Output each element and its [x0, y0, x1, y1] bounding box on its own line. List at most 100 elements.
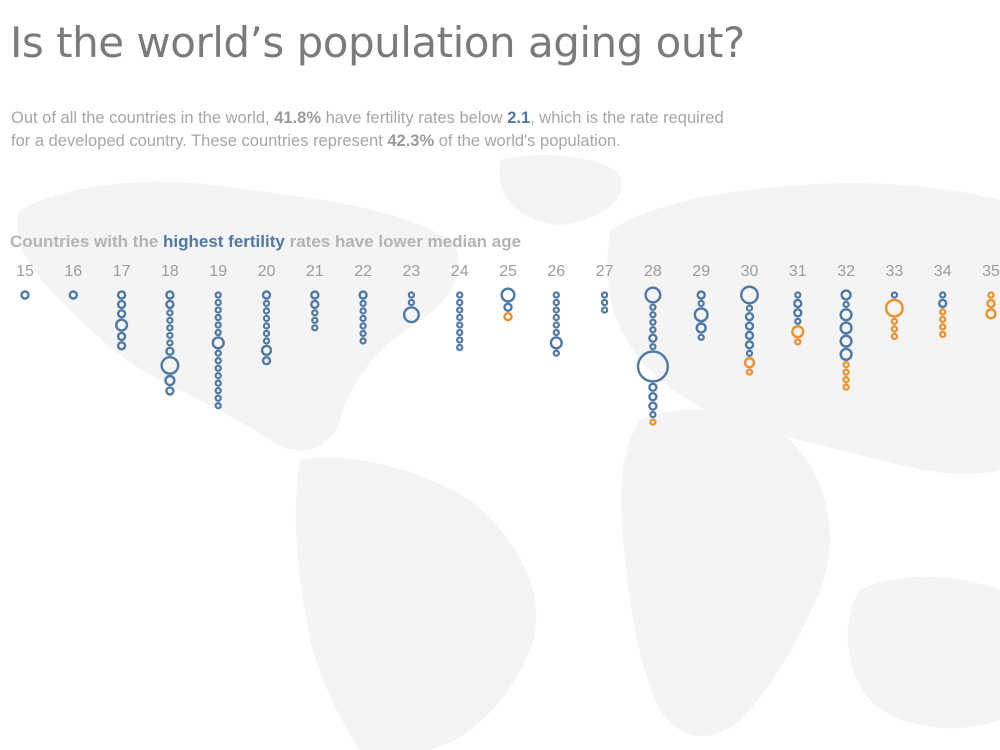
country-dot[interactable]	[793, 298, 803, 309]
country-dot[interactable]	[744, 340, 755, 350]
country-dot[interactable]	[20, 290, 30, 300]
country-dot[interactable]	[260, 344, 273, 357]
country-dot[interactable]	[884, 298, 904, 318]
country-dot[interactable]	[164, 374, 176, 387]
country-dot[interactable]	[839, 308, 853, 322]
country-dot[interactable]	[693, 307, 709, 323]
country-dot[interactable]	[794, 317, 802, 325]
country-dot[interactable]	[791, 325, 805, 339]
country-dot[interactable]	[359, 322, 367, 330]
country-dot[interactable]	[214, 372, 222, 380]
country-dot[interactable]	[262, 322, 271, 330]
country-dot[interactable]	[793, 308, 803, 318]
country-dot[interactable]	[166, 324, 174, 332]
country-dot[interactable]	[166, 309, 174, 317]
country-dot[interactable]	[552, 298, 560, 307]
country-dot[interactable]	[552, 328, 560, 337]
country-dot[interactable]	[214, 364, 222, 372]
country-dot[interactable]	[359, 337, 367, 345]
country-dot[interactable]	[68, 290, 79, 300]
country-dot[interactable]	[649, 342, 657, 351]
country-dot[interactable]	[160, 355, 180, 375]
country-dot[interactable]	[842, 300, 850, 309]
country-dot[interactable]	[649, 303, 657, 311]
country-dot[interactable]	[456, 336, 464, 344]
country-dot[interactable]	[310, 299, 320, 310]
country-dot[interactable]	[839, 347, 853, 361]
country-dot[interactable]	[890, 291, 899, 299]
country-dot[interactable]	[310, 290, 320, 300]
country-dot[interactable]	[214, 306, 222, 314]
country-dot[interactable]	[600, 291, 609, 299]
country-dot[interactable]	[214, 387, 222, 395]
country-dot[interactable]	[744, 321, 755, 331]
country-dot[interactable]	[890, 332, 899, 341]
country-dot[interactable]	[794, 291, 802, 299]
country-dot[interactable]	[987, 291, 995, 299]
country-dot[interactable]	[165, 299, 175, 310]
country-dot[interactable]	[552, 321, 560, 329]
country-dot[interactable]	[407, 291, 416, 299]
country-dot[interactable]	[840, 289, 852, 301]
country-dot[interactable]	[552, 349, 560, 357]
country-dot[interactable]	[359, 329, 367, 338]
country-dot[interactable]	[648, 401, 658, 411]
country-dot[interactable]	[636, 350, 669, 383]
country-dot[interactable]	[114, 318, 129, 332]
country-dot[interactable]	[745, 368, 754, 376]
country-dot[interactable]	[165, 290, 175, 300]
country-dot[interactable]	[503, 302, 513, 312]
country-dot[interactable]	[166, 331, 174, 339]
country-dot[interactable]	[166, 339, 174, 347]
country-dot[interactable]	[261, 290, 272, 300]
country-dot[interactable]	[644, 286, 662, 304]
country-dot[interactable]	[214, 402, 222, 410]
country-dot[interactable]	[648, 333, 658, 343]
country-dot[interactable]	[214, 298, 222, 307]
country-dot[interactable]	[116, 341, 127, 351]
country-dot[interactable]	[456, 313, 464, 322]
country-dot[interactable]	[456, 306, 464, 314]
country-dot[interactable]	[839, 321, 853, 335]
country-dot[interactable]	[744, 311, 755, 322]
country-dot[interactable]	[842, 383, 850, 391]
country-dot[interactable]	[407, 298, 416, 307]
country-dot[interactable]	[744, 330, 755, 341]
country-dot[interactable]	[262, 329, 271, 338]
country-dot[interactable]	[116, 290, 127, 300]
country-dot[interactable]	[986, 298, 996, 309]
country-dot[interactable]	[456, 343, 464, 352]
country-dot[interactable]	[890, 317, 899, 326]
country-dot[interactable]	[214, 291, 222, 299]
country-dot[interactable]	[697, 333, 705, 341]
country-dot[interactable]	[745, 304, 754, 312]
country-dot[interactable]	[939, 291, 947, 299]
country-dot[interactable]	[214, 313, 222, 322]
country-dot[interactable]	[456, 291, 464, 299]
country-dot[interactable]	[842, 368, 850, 376]
country-dot[interactable]	[503, 311, 513, 322]
country-dot[interactable]	[214, 328, 222, 337]
country-dot[interactable]	[600, 298, 609, 307]
country-dot[interactable]	[358, 290, 368, 300]
country-dot[interactable]	[939, 308, 947, 316]
country-dot[interactable]	[549, 336, 563, 350]
country-dot[interactable]	[890, 325, 899, 333]
country-dot[interactable]	[456, 298, 464, 307]
country-dot[interactable]	[214, 321, 222, 329]
country-dot[interactable]	[745, 349, 754, 357]
country-dot[interactable]	[359, 307, 367, 315]
country-dot[interactable]	[938, 298, 948, 309]
country-dot[interactable]	[359, 299, 367, 308]
country-dot[interactable]	[402, 306, 420, 324]
country-dot[interactable]	[985, 308, 997, 320]
country-dot[interactable]	[262, 314, 271, 323]
country-dot[interactable]	[939, 323, 947, 331]
country-dot[interactable]	[262, 337, 271, 345]
country-dot[interactable]	[839, 334, 853, 348]
country-dot[interactable]	[552, 313, 560, 322]
country-dot[interactable]	[311, 316, 319, 324]
country-dot[interactable]	[649, 326, 657, 334]
country-dot[interactable]	[214, 349, 222, 357]
country-dot[interactable]	[311, 309, 319, 317]
